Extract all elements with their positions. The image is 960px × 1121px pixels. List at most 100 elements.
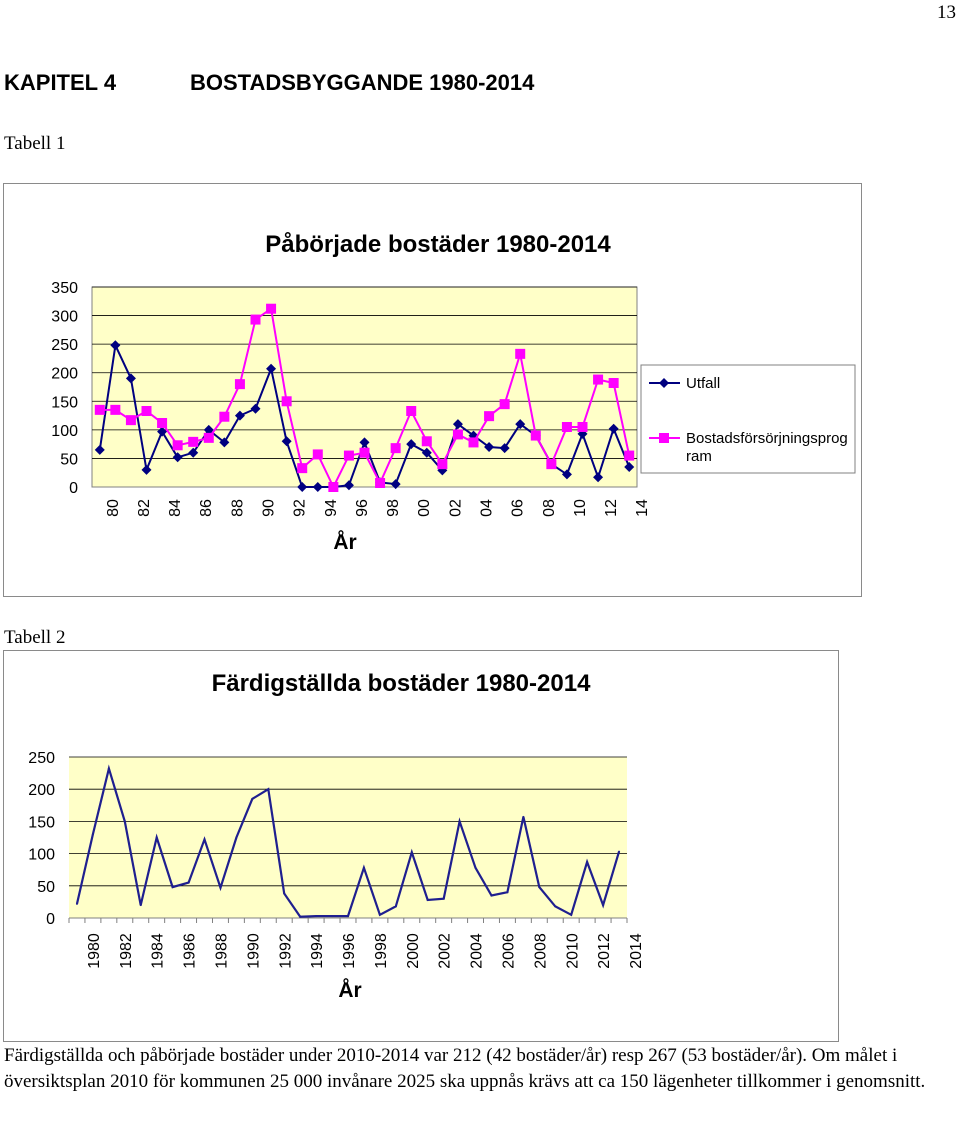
chart1-point-program <box>125 415 136 426</box>
chart2-x-tick-label: 2014 <box>628 933 645 969</box>
chart1-point-program <box>499 399 510 410</box>
chart1-point-utfall <box>234 410 245 421</box>
chart1-point-utfall <box>515 419 526 430</box>
chart2-point <box>378 913 381 916</box>
chart2-x-tick-label: 2008 <box>532 933 549 969</box>
chart2-point <box>394 905 397 908</box>
chart1-point-utfall <box>499 443 510 454</box>
chart2-point <box>426 898 429 901</box>
chart1-point-program <box>530 430 541 441</box>
chart1-point-utfall <box>281 436 292 447</box>
chart1-point-program <box>250 314 261 325</box>
chart1-point-program <box>359 447 370 458</box>
chart1-point-utfall <box>608 423 619 434</box>
chart1-point-utfall <box>110 340 121 351</box>
chart1-point-program <box>608 378 619 388</box>
chart2-point <box>171 886 174 889</box>
chart2-point <box>203 838 206 841</box>
chart1-x-tick-label: 84 <box>167 499 184 517</box>
chart2-point <box>267 788 270 791</box>
chart2-point <box>107 767 110 770</box>
chapter-heading: KAPITEL 4 BOSTADSBYGGANDE 1980-2014 <box>4 70 534 96</box>
chart1-point-program <box>577 422 588 432</box>
chart2-point <box>442 897 445 900</box>
chart1-point-utfall <box>219 437 230 448</box>
chart1-legend-program-marker <box>659 433 669 443</box>
chart2-x-tick-label: 1994 <box>309 933 326 969</box>
chart1-legend <box>640 364 856 474</box>
chart2-point <box>187 881 190 884</box>
chart2-point <box>490 894 493 897</box>
chart1-y-tick-label: 100 <box>51 423 78 440</box>
chart1-point-program <box>203 432 214 443</box>
chart1-point-utfall <box>421 447 432 458</box>
chart2-point <box>299 915 302 918</box>
chart1-point-utfall <box>188 447 199 458</box>
chart2-svg: Färdigställda bostäder 1980-2014 0 50 100 15… <box>28 670 645 1002</box>
chart1-x-tick-label: 02 <box>447 499 464 517</box>
chart1-point-program <box>390 443 401 454</box>
chart2-point <box>554 905 557 908</box>
chart1-point-program <box>110 404 121 415</box>
chart1-svg: Påbörjade bostäder 1980-2014 0 50 100 150 200… <box>51 231 856 554</box>
chart2-point <box>602 904 605 907</box>
chart1-point-program <box>546 459 557 470</box>
chart2-point <box>75 902 78 905</box>
chart2-plot-area <box>69 757 627 918</box>
chart1-y-tick-label: 150 <box>51 394 78 411</box>
chart1-point-utfall <box>203 424 214 435</box>
chart1-x-tick-label: 90 <box>261 499 278 517</box>
chart1-x-tick-label: 96 <box>354 499 371 517</box>
chart1-point-program <box>281 396 292 407</box>
chart1-x-tick-label: 06 <box>510 499 527 517</box>
chart1-title: Påbörjade bostäder 1980-2014 <box>265 231 611 258</box>
chart2-x-tick-label: 2000 <box>405 933 422 969</box>
chart1-x-tick-label: 10 <box>572 499 589 517</box>
chart2-x-tick-label: 1988 <box>214 933 231 969</box>
chart1-point-program <box>406 406 417 416</box>
chart1-point-program <box>561 422 572 432</box>
chart2-y-tick-label: 100 <box>28 847 55 864</box>
table2-label: Tabell 2 <box>4 627 66 648</box>
chart2-point <box>251 797 254 800</box>
chart1-point-utfall <box>468 430 479 441</box>
chapter-label: KAPITEL 4 <box>4 70 117 95</box>
chart1-y-tick-label: 200 <box>51 366 78 383</box>
chart2-point <box>315 915 318 918</box>
chart2-box: Färdigställda bostäder 1980-2014 0 50 100 15… <box>3 650 839 1042</box>
chart2-point <box>538 886 541 889</box>
chart1-x-tick-label: 94 <box>323 499 340 517</box>
chart1-x-tick-label: 14 <box>634 499 651 517</box>
chart1-point-utfall <box>250 403 261 414</box>
chart1-point-program <box>94 404 105 415</box>
chart2-x-tick-label: 1982 <box>118 933 135 969</box>
chart2-x-tick-label: 2006 <box>500 933 517 969</box>
chart1-x-axis-label: År <box>333 530 356 554</box>
chart2-x-tick-label: 1984 <box>150 933 167 969</box>
chapter-title: BOSTADSBYGGANDE 1980-2014 <box>190 70 535 95</box>
chart1-point-utfall <box>312 482 323 492</box>
chart2-x-tick-label: 1990 <box>245 933 262 969</box>
chart1-point-program <box>468 437 479 448</box>
chart1-box: Påbörjade bostäder 1980-2014 0 50 100 150 200… <box>3 183 862 597</box>
chart1-point-utfall <box>484 442 495 452</box>
chart1-point-program <box>375 478 386 488</box>
chart1-x-tick-label: 92 <box>292 499 309 517</box>
chart1-point-program <box>234 379 245 390</box>
chart1-point-utfall <box>390 479 401 490</box>
chart1-point-program <box>172 440 183 451</box>
chart2-point <box>362 866 365 869</box>
chart2-point <box>474 866 477 869</box>
page-number: 13 <box>937 2 956 23</box>
chart1-point-program <box>343 450 354 461</box>
chart2-point <box>91 833 94 836</box>
chart1-point-program <box>437 459 448 470</box>
chart2-point <box>139 904 142 907</box>
table1-label: Tabell 1 <box>4 133 66 154</box>
chart2-point <box>618 850 621 853</box>
chart1-point-utfall <box>624 462 635 472</box>
chart1-point-utfall <box>406 439 417 450</box>
chart1-point-program <box>188 436 199 447</box>
chart1-point-program <box>593 374 604 385</box>
chart1-point-program <box>312 449 323 460</box>
